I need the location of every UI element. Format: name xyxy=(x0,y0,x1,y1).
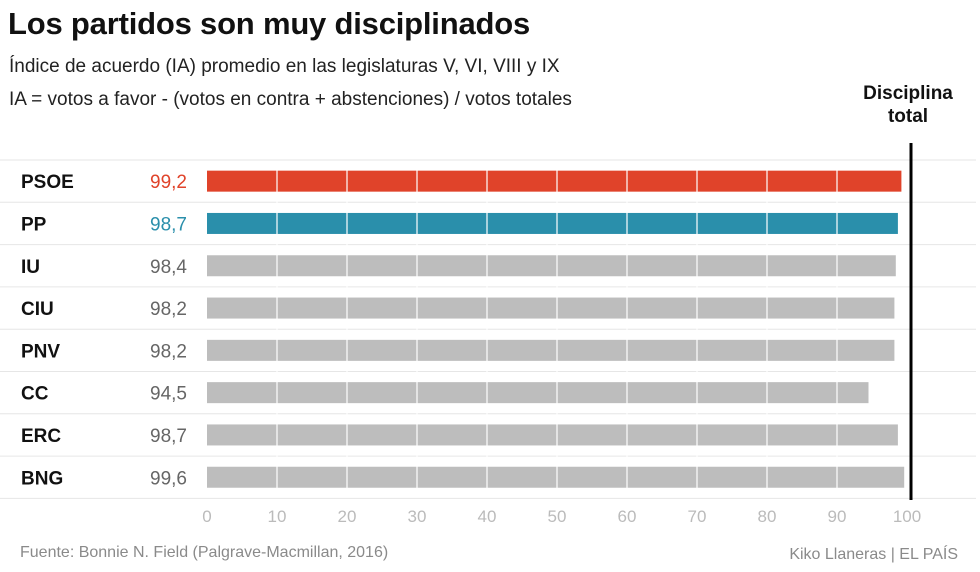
x-tick-label: 70 xyxy=(688,507,707,526)
x-tick-label: 10 xyxy=(268,507,287,526)
bar-pnv xyxy=(207,339,895,361)
value-label: 98,2 xyxy=(150,299,187,320)
value-label: 98,7 xyxy=(150,214,187,235)
reference-label-line1: Disciplina xyxy=(863,83,953,104)
chart-title: Los partidos son muy disciplinados xyxy=(8,6,531,41)
bar-cc xyxy=(207,382,869,404)
chart-formula: IA = votos a favor - (votos en contra + … xyxy=(9,89,572,110)
party-label: CC xyxy=(21,384,49,405)
x-tick-label: 0 xyxy=(202,507,211,526)
party-label: IU xyxy=(21,257,40,278)
party-label: BNG xyxy=(21,468,63,489)
source-note: Fuente: Bonnie N. Field (Palgrave-Macmil… xyxy=(20,544,389,561)
bar-iu xyxy=(207,255,896,277)
x-tick-label: 40 xyxy=(478,507,497,526)
party-label: PP xyxy=(21,214,47,235)
bar-bng xyxy=(207,466,905,488)
bar-ciu xyxy=(207,297,895,319)
x-tick-label: 50 xyxy=(548,507,567,526)
bar-psoe xyxy=(207,170,902,192)
value-label: 98,2 xyxy=(150,341,187,362)
x-tick-label: 100 xyxy=(893,507,921,526)
reference-line-label: Disciplina total xyxy=(850,82,966,128)
party-label: PNV xyxy=(21,341,60,362)
credit-note: Kiko Llaneras | EL PAÍS xyxy=(789,546,958,563)
x-tick-label: 90 xyxy=(828,507,847,526)
x-tick-label: 30 xyxy=(408,507,427,526)
value-label: 98,7 xyxy=(150,426,187,447)
value-label: 94,5 xyxy=(150,384,187,405)
party-label: CIU xyxy=(21,299,54,320)
reference-label-line2: total xyxy=(887,106,929,127)
party-label: ERC xyxy=(21,426,61,447)
value-label: 99,2 xyxy=(150,172,187,193)
party-label: PSOE xyxy=(21,172,74,193)
x-tick-label: 80 xyxy=(758,507,777,526)
x-tick-label: 60 xyxy=(618,507,637,526)
bar-erc xyxy=(207,424,898,446)
bar-pp xyxy=(207,212,898,234)
value-label: 99,6 xyxy=(150,468,187,489)
value-label: 98,4 xyxy=(150,257,187,278)
chart-subtitle: Índice de acuerdo (IA) promedio en las l… xyxy=(9,56,560,77)
x-tick-label: 20 xyxy=(338,507,357,526)
